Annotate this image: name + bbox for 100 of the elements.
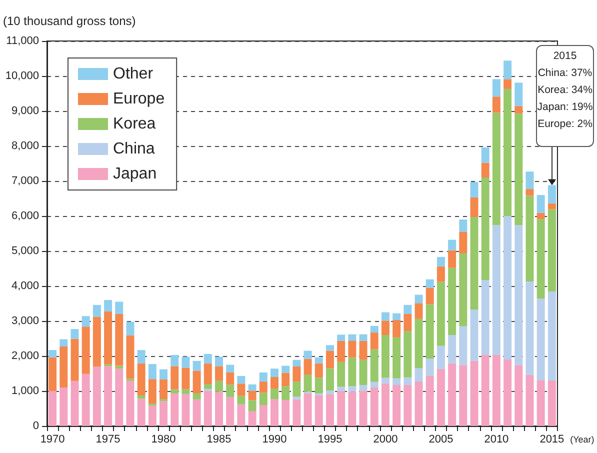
x-axis-title: (Year)	[570, 434, 594, 444]
bar	[536, 380, 545, 426]
bar	[426, 304, 434, 358]
bar	[414, 294, 423, 304]
bar	[359, 390, 368, 426]
bar	[48, 391, 57, 426]
bar	[326, 368, 334, 391]
bar	[492, 79, 500, 97]
bar	[237, 404, 246, 426]
bar	[359, 385, 368, 391]
bar	[414, 318, 423, 368]
bar	[414, 382, 423, 426]
bar	[459, 253, 468, 326]
bar	[414, 303, 423, 319]
bar	[404, 377, 412, 386]
bar	[326, 394, 334, 426]
x-tick-label: 2000	[373, 434, 398, 446]
bar	[404, 331, 412, 378]
bar	[226, 384, 234, 397]
bar	[148, 379, 156, 404]
bar	[204, 390, 212, 426]
bar	[92, 366, 101, 426]
bar	[204, 363, 212, 384]
bar	[548, 203, 556, 210]
bar	[492, 225, 500, 355]
bar	[115, 368, 124, 426]
bar	[160, 379, 168, 400]
bar	[492, 112, 500, 226]
bar	[470, 310, 478, 361]
bar	[182, 394, 190, 426]
bar	[226, 364, 234, 372]
bar	[426, 376, 434, 426]
bar	[70, 329, 79, 339]
y-tick-label: 1,000	[11, 385, 39, 397]
bar	[492, 96, 500, 113]
y-tick-label: 7,000	[11, 175, 39, 187]
x-tick-label: 1995	[318, 434, 342, 446]
bar	[314, 393, 323, 396]
bar	[60, 346, 68, 388]
bar	[82, 316, 90, 327]
y-tick-label: 0	[32, 420, 39, 432]
bar	[270, 388, 278, 400]
bar	[436, 282, 445, 346]
bar	[60, 339, 68, 347]
bar	[481, 280, 490, 355]
bar	[348, 340, 356, 358]
bar	[248, 400, 256, 411]
y-tick-label: 3,000	[11, 315, 39, 327]
bar	[470, 217, 478, 310]
bar	[514, 365, 523, 426]
bar	[304, 374, 312, 392]
bar	[548, 292, 556, 380]
bar	[426, 279, 434, 288]
bar	[526, 281, 534, 375]
bar	[392, 385, 401, 426]
bar	[115, 366, 124, 369]
bar	[314, 357, 323, 364]
bar	[170, 366, 179, 390]
bar	[436, 256, 445, 266]
bar	[282, 366, 290, 373]
y-tick-label: 10,000	[5, 70, 39, 82]
bar	[370, 388, 378, 426]
y-axis-title: (10 thousand gross tons)	[3, 14, 136, 28]
bar	[514, 106, 523, 114]
bar	[182, 389, 190, 394]
bar	[426, 358, 434, 376]
bar	[481, 178, 490, 280]
bar	[237, 384, 246, 396]
bar	[282, 386, 290, 400]
bar	[48, 357, 57, 391]
bar	[392, 337, 401, 378]
bar	[504, 60, 512, 80]
bar	[326, 390, 334, 394]
bar	[459, 232, 468, 254]
bar	[115, 302, 124, 314]
bar	[48, 350, 57, 358]
bar	[514, 82, 523, 106]
bar	[381, 378, 390, 384]
bar	[215, 380, 224, 392]
bar	[481, 147, 490, 163]
bar	[92, 304, 101, 317]
bar	[448, 335, 456, 364]
bar	[348, 392, 356, 426]
bar	[314, 396, 323, 426]
bar	[259, 382, 268, 393]
bar	[370, 332, 378, 350]
bar	[526, 374, 534, 426]
bar	[404, 304, 412, 314]
bar	[448, 240, 456, 250]
bar	[348, 334, 356, 341]
bar	[82, 326, 90, 374]
bar	[459, 326, 468, 366]
bar	[392, 378, 401, 386]
bar	[492, 354, 500, 426]
bar	[292, 360, 301, 366]
bar	[170, 393, 179, 426]
x-tick-label: 1970	[40, 434, 65, 446]
bar	[126, 380, 134, 426]
bar	[248, 390, 256, 400]
bar	[381, 312, 390, 321]
